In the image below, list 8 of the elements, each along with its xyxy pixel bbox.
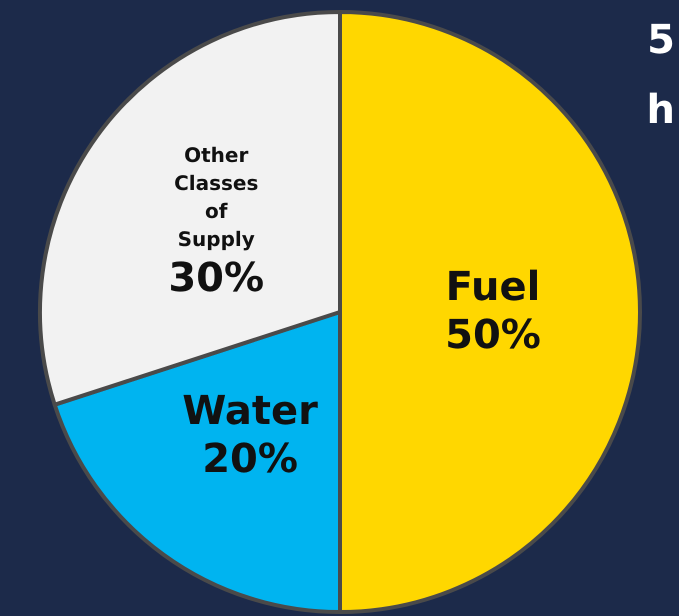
text: h: [646, 87, 676, 133]
data-label: 30%: [168, 255, 264, 302]
data-label: 50%: [445, 312, 541, 358]
data-label: 20%: [202, 436, 298, 482]
text: 5: [647, 17, 676, 63]
slice-label: Other Classes of Supply: [174, 143, 258, 252]
slice-label: Fuel: [446, 264, 540, 310]
slice-label: Water: [182, 388, 318, 434]
